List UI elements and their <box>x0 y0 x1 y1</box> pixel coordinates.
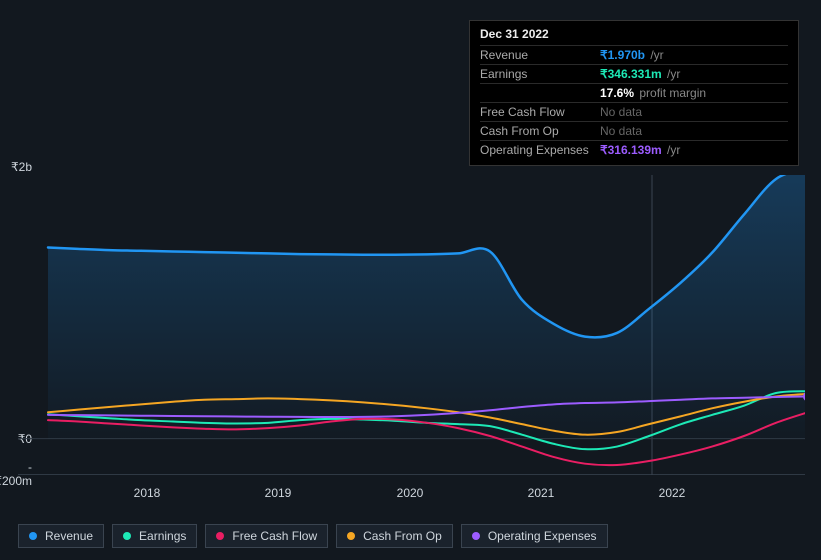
tooltip-row-label: Cash From Op <box>480 124 600 138</box>
legend-dot-icon <box>123 532 131 540</box>
x-axis-label: 2021 <box>528 486 555 500</box>
tooltip-row-value: ₹1.970b /yr <box>600 48 664 62</box>
tooltip-row: Revenue₹1.970b /yr <box>480 45 788 64</box>
tooltip-row-value: No data <box>600 105 642 119</box>
legend-item-revenue[interactable]: Revenue <box>18 524 104 548</box>
legend-item-free_cash_flow[interactable]: Free Cash Flow <box>205 524 328 548</box>
x-axis-label: 2019 <box>265 486 292 500</box>
legend-dot-icon <box>216 532 224 540</box>
tooltip-row: Cash From OpNo data <box>480 121 788 140</box>
legend-item-label: Free Cash Flow <box>232 529 317 543</box>
tooltip-row-label: Free Cash Flow <box>480 105 600 119</box>
chart-tooltip: Dec 31 2022 Revenue₹1.970b /yrEarnings₹3… <box>469 20 799 166</box>
tooltip-row: Earnings₹346.331m /yr <box>480 64 788 83</box>
tooltip-row-label <box>480 86 600 100</box>
tooltip-row-label: Earnings <box>480 67 600 81</box>
chart-plot-area[interactable] <box>18 175 805 475</box>
tooltip-row: Operating Expenses₹316.139m /yr <box>480 140 788 159</box>
legend-dot-icon <box>29 532 37 540</box>
chart-svg <box>18 175 805 475</box>
legend-item-opex[interactable]: Operating Expenses <box>461 524 608 548</box>
legend-dot-icon <box>472 532 480 540</box>
legend-item-cash_from_op[interactable]: Cash From Op <box>336 524 453 548</box>
y-axis-label: ₹2b <box>0 160 32 174</box>
chart-legend: Revenue Earnings Free Cash Flow Cash From O… <box>18 524 608 548</box>
tooltip-row-value: No data <box>600 124 642 138</box>
tooltip-row: Free Cash FlowNo data <box>480 102 788 121</box>
tooltip-row-value: ₹346.331m /yr <box>600 67 680 81</box>
tooltip-row: 17.6% profit margin <box>480 83 788 102</box>
x-axis-label: 2022 <box>659 486 686 500</box>
tooltip-row-value: 17.6% profit margin <box>600 86 706 100</box>
legend-item-label: Earnings <box>139 529 186 543</box>
tooltip-row-label: Operating Expenses <box>480 143 600 157</box>
legend-item-label: Operating Expenses <box>488 529 597 543</box>
legend-dot-icon <box>347 532 355 540</box>
legend-item-label: Cash From Op <box>363 529 442 543</box>
x-axis-label: 2018 <box>134 486 161 500</box>
x-axis-label: 2020 <box>397 486 424 500</box>
tooltip-title: Dec 31 2022 <box>480 27 788 41</box>
legend-item-earnings[interactable]: Earnings <box>112 524 197 548</box>
legend-item-label: Revenue <box>45 529 93 543</box>
series-end-marker-opex <box>804 392 805 400</box>
tooltip-row-value: ₹316.139m /yr <box>600 143 680 157</box>
tooltip-row-label: Revenue <box>480 48 600 62</box>
